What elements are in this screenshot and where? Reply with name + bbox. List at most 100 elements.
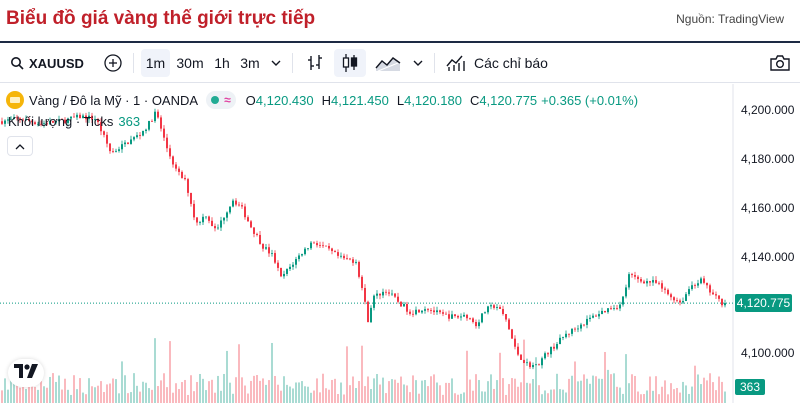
legend-title: Vàng / Đô la Mỹ · 1 · OANDA xyxy=(29,92,199,108)
candle-body xyxy=(112,151,114,152)
chart-area[interactable]: Vàng / Đô la Mỹ · 1 · OANDA ≈ O 4,120.43… xyxy=(0,84,800,403)
interval-1m[interactable]: 1m xyxy=(141,49,170,77)
interval-3m[interactable]: 3m xyxy=(240,55,260,71)
volume-bar xyxy=(238,344,240,403)
volume-bar xyxy=(40,381,42,403)
candle-body xyxy=(88,115,90,120)
price-axis-label: 4,140.000 xyxy=(741,250,795,264)
volume-bar xyxy=(421,380,423,403)
volume-bar xyxy=(394,379,396,403)
volume-bar xyxy=(409,392,411,403)
candles-chart-type-button[interactable] xyxy=(334,49,366,77)
volume-bar xyxy=(559,389,561,403)
candle-body xyxy=(109,143,111,152)
candle-body xyxy=(490,305,492,307)
volume-bar xyxy=(406,385,408,403)
indicators-button[interactable]: Các chỉ báo xyxy=(442,49,552,77)
volume-bar xyxy=(178,389,180,403)
candle-body xyxy=(124,142,126,145)
volume-bar xyxy=(325,388,327,403)
tradingview-logo-button[interactable] xyxy=(8,359,44,387)
volume-bar xyxy=(478,380,480,403)
candle-body xyxy=(10,118,12,120)
candle-body xyxy=(529,362,531,368)
volume-bar xyxy=(25,388,27,403)
candle-body xyxy=(37,123,39,125)
interval-30m[interactable]: 30m xyxy=(176,55,204,71)
candle-body xyxy=(43,123,45,125)
low-value: 4,120.180 xyxy=(404,92,462,108)
volume-bar xyxy=(217,375,219,403)
volume-bar xyxy=(361,345,363,403)
candle-body xyxy=(229,206,231,213)
volume-bar xyxy=(433,374,435,403)
price-axis-label: 4,200.000 xyxy=(741,103,795,117)
bar-chart-type-button[interactable] xyxy=(300,49,330,77)
candle-body xyxy=(709,285,711,293)
candle-body xyxy=(643,281,645,284)
symbol-search-button[interactable]: XAUUSD xyxy=(6,49,84,77)
snapshot-button[interactable] xyxy=(766,49,794,77)
candle-body xyxy=(7,119,9,121)
candle-body xyxy=(202,216,204,223)
candle-body xyxy=(268,247,270,254)
candle-body xyxy=(670,294,672,298)
candle-body xyxy=(289,266,291,270)
camera-icon xyxy=(769,54,791,72)
price-chart-svg[interactable] xyxy=(0,84,800,403)
volume-bar xyxy=(679,392,681,403)
volume-bar xyxy=(544,390,546,403)
volume-bar xyxy=(322,373,324,403)
candle-body xyxy=(496,306,498,308)
candle-body xyxy=(544,353,546,359)
volume-bar xyxy=(466,350,468,403)
interval-1h[interactable]: 1h xyxy=(214,55,230,71)
candle-body xyxy=(301,254,303,256)
candle-body xyxy=(472,318,474,323)
candle-body xyxy=(517,346,519,355)
candle-body xyxy=(352,259,354,263)
volume-bar xyxy=(586,378,588,403)
candle-body xyxy=(370,307,372,323)
collapse-legend-button[interactable] xyxy=(7,136,33,156)
candle-body xyxy=(379,293,381,296)
candle-body xyxy=(31,120,33,123)
candle-body xyxy=(415,309,417,315)
volume-bar xyxy=(619,387,621,403)
volume-bar xyxy=(388,381,390,403)
volume-bar xyxy=(694,365,696,403)
volume-bar xyxy=(649,376,651,403)
volume-bar xyxy=(646,390,648,403)
candle-body xyxy=(427,309,429,311)
candle-body xyxy=(340,255,342,257)
volume-bar xyxy=(133,373,135,403)
candle-body xyxy=(355,261,357,263)
chart-type-dropdown-button[interactable] xyxy=(408,49,428,77)
candle-body xyxy=(205,216,207,218)
candle-body xyxy=(637,276,639,280)
candle-body xyxy=(4,120,6,124)
candle-body xyxy=(478,322,480,327)
candle-body xyxy=(631,274,633,276)
volume-bar xyxy=(10,379,12,403)
volume-bar xyxy=(541,394,543,403)
candle-body xyxy=(607,308,609,313)
volume-bar xyxy=(535,357,537,403)
candle-body xyxy=(244,206,246,218)
interval-dropdown-button[interactable] xyxy=(266,49,286,77)
candle-body xyxy=(238,204,240,206)
volume-bar xyxy=(103,392,105,403)
volume-bar xyxy=(583,374,585,403)
volume-bar xyxy=(277,384,279,403)
market-status-badge[interactable]: ≈ xyxy=(206,91,236,109)
candle-body xyxy=(82,115,84,119)
volume-bar xyxy=(241,377,243,403)
volume-bar xyxy=(457,394,459,403)
volume-legend[interactable]: Khối lượng · Ticks 363 xyxy=(8,114,140,129)
compare-add-button[interactable] xyxy=(99,49,127,77)
area-chart-type-button[interactable] xyxy=(372,49,404,77)
candle-body xyxy=(97,119,99,123)
candle-body xyxy=(595,315,597,317)
volume-bar xyxy=(454,393,456,403)
candle-body xyxy=(136,135,138,138)
